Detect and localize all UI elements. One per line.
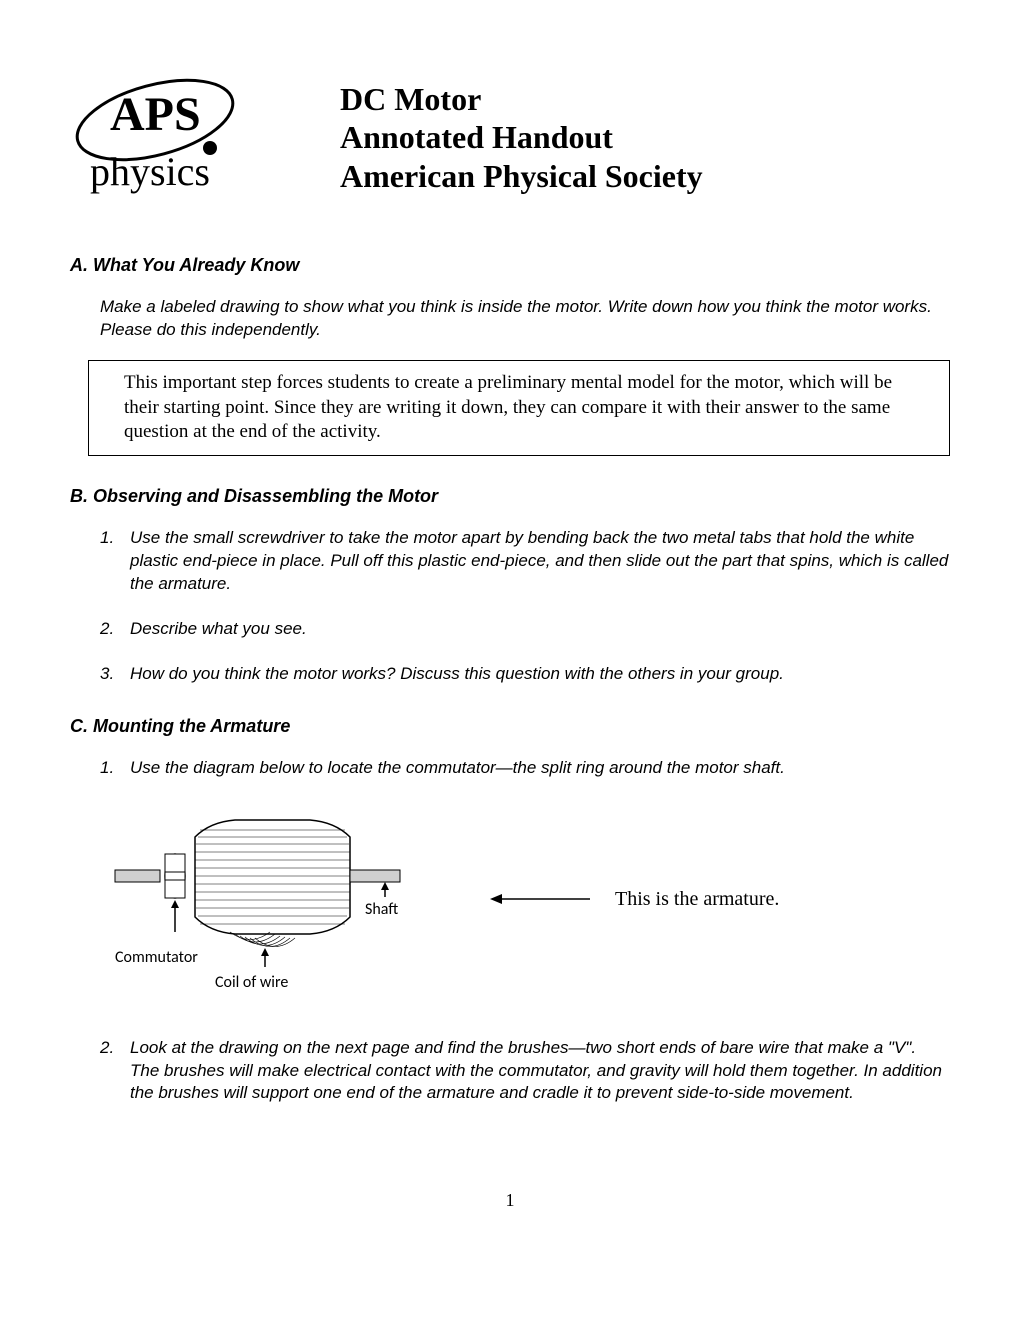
section-a: A. What You Already Know Make a labeled … (70, 255, 950, 456)
armature-label-text: This is the armature. (615, 888, 779, 911)
item-number: 1. (100, 757, 130, 780)
section-c-list: 1. Use the diagram below to locate the c… (100, 757, 950, 780)
title-line-2: Annotated Handout (340, 118, 703, 156)
item-text: How do you think the motor works? Discus… (130, 663, 950, 686)
svg-text:physics: physics (90, 149, 210, 194)
item-number: 3. (100, 663, 130, 686)
armature-callout: This is the armature. (490, 888, 779, 911)
section-b-heading: B. Observing and Disassembling the Motor (70, 486, 950, 507)
section-a-note-box: This important step forces students to c… (88, 360, 950, 456)
commutator-label: Commutator (115, 948, 198, 967)
section-c-list-2: 2. Look at the drawing on the next page … (100, 1037, 950, 1106)
item-text: Use the diagram below to locate the comm… (130, 757, 950, 780)
section-c: C. Mounting the Armature 1. Use the diag… (70, 716, 950, 1106)
svg-text:APS: APS (110, 88, 201, 141)
list-item: 2. Look at the drawing on the next page … (100, 1037, 950, 1106)
section-b: B. Observing and Disassembling the Motor… (70, 486, 950, 686)
coil-label: Coil of wire (215, 973, 288, 992)
item-text: Look at the drawing on the next page and… (130, 1037, 950, 1106)
shaft-label: Shaft (365, 900, 398, 919)
page-number: 1 (70, 1190, 950, 1211)
document-header: APS physics DC Motor Annotated Handout A… (70, 60, 950, 205)
section-a-instruction: Make a labeled drawing to show what you … (100, 296, 950, 342)
item-number: 2. (100, 618, 130, 641)
section-a-heading: A. What You Already Know (70, 255, 950, 276)
item-text: Use the small screwdriver to take the mo… (130, 527, 950, 596)
item-text: Describe what you see. (130, 618, 950, 641)
title-line-3: American Physical Society (340, 157, 703, 195)
arrow-icon (490, 889, 590, 909)
item-number: 2. (100, 1037, 130, 1106)
aps-logo: APS physics (70, 60, 250, 205)
list-item: 1. Use the diagram below to locate the c… (100, 757, 950, 780)
title-block: DC Motor Annotated Handout American Phys… (340, 80, 703, 195)
list-item: 3. How do you think the motor works? Dis… (100, 663, 950, 686)
item-number: 1. (100, 527, 130, 596)
list-item: 2. Describe what you see. (100, 618, 950, 641)
title-line-1: DC Motor (340, 80, 703, 118)
list-item: 1. Use the small screwdriver to take the… (100, 527, 950, 596)
armature-diagram: Shaft Commutator Coil of wire (110, 802, 430, 1007)
section-b-list: 1. Use the small screwdriver to take the… (100, 527, 950, 686)
armature-diagram-row: Shaft Commutator Coil of wire This is th… (110, 802, 950, 1007)
section-c-heading: C. Mounting the Armature (70, 716, 950, 737)
